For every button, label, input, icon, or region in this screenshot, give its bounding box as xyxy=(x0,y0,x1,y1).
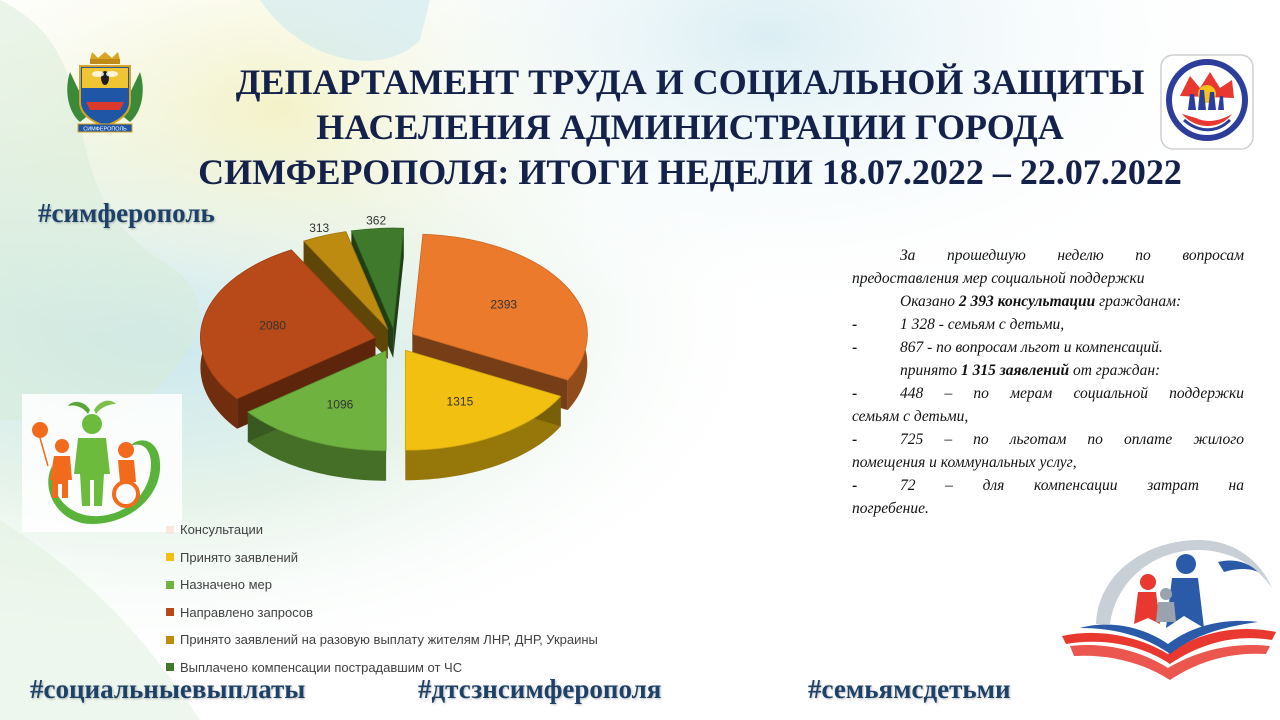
legend-item: Выплачено компенсации пострадавшим от ЧС xyxy=(166,654,598,682)
bullet-dash: - xyxy=(852,477,858,494)
legend-label: Назначено мер xyxy=(180,577,272,593)
pie-value-label: 2080 xyxy=(259,318,286,332)
pie-labels-layer: 2393 1315 1096 2080 313 362 xyxy=(259,213,517,411)
simferopol-coat-of-arms-logo: СИМФЕРОПОЛЬ xyxy=(67,52,143,133)
bullet-dash: - xyxy=(852,339,858,356)
consult-item-text: 867 - по вопросам льгот и компенсаций. xyxy=(900,339,1163,356)
legend-item: Назначено мер xyxy=(166,571,598,599)
pie-value-label: 2393 xyxy=(490,297,517,311)
coat-label: СИМФЕРОПОЛЬ xyxy=(83,127,127,133)
consult-prefix: Оказано xyxy=(900,293,959,310)
hashtag-simferopol[interactable]: #симферополь xyxy=(38,198,215,228)
summary-intro: За прошедшую неделю по вопросам предоста… xyxy=(852,247,1244,287)
legend-label: Консультации xyxy=(180,522,264,538)
legend-item: Принято заявлений на разовую выплату жит… xyxy=(166,626,598,654)
pie-slice xyxy=(302,231,389,330)
apps-prefix: принято xyxy=(900,362,961,379)
legend-item: Принято заявлений xyxy=(166,544,598,572)
apps-suffix: от граждан: xyxy=(1069,362,1161,379)
consult-item: - 867 - по вопросам льгот и компенсаций. xyxy=(852,336,1244,359)
family-support-logo xyxy=(22,394,182,532)
legend-label: Принято заявлений на разовую выплату жит… xyxy=(180,632,598,648)
hashtag-department[interactable]: #дтсзнсимферополя xyxy=(418,674,662,704)
pie-slice xyxy=(404,349,562,451)
pie-slice xyxy=(200,249,377,400)
app-item-text: 725 – по льготам по оплате жилого xyxy=(900,431,1244,448)
summary-text: За прошедшую неделю по вопросам предоста… xyxy=(852,244,1244,520)
pie-slice xyxy=(247,350,387,452)
app-item: - 448 – по мерам социальной поддержки семь… xyxy=(852,382,1244,428)
summary-applications: принято 1 315 заявлений от граждан: xyxy=(852,359,1244,382)
summary-consultations: Оказано 2 393 консультации гражданам: xyxy=(852,290,1244,313)
legend-item: Консультации xyxy=(166,516,598,544)
consult-item: - 1 328 - семьям с детьми, xyxy=(852,313,1244,336)
pie-slice xyxy=(411,233,588,381)
consult-count: 2 393 консультации xyxy=(958,293,1096,310)
legend-swatch xyxy=(166,635,174,644)
legend-swatch xyxy=(166,663,174,672)
pie-value-label: 313 xyxy=(309,221,329,235)
legend-swatch xyxy=(166,580,174,589)
legend-label: Принято заявлений xyxy=(180,549,299,565)
legend-label: Направлено запросов xyxy=(180,604,314,620)
bullet-dash: - xyxy=(852,316,858,333)
page-title: ДЕПАРТАМЕНТ ТРУДА И СОЦИАЛЬНОЙ ЗАЩИТЫ НА… xyxy=(150,60,1230,195)
app-item: - 725 – по льготам по оплате жилого помеще… xyxy=(852,428,1244,474)
app-item-text: 448 – по мерам социальной поддержки xyxy=(900,385,1244,402)
pie-chart: 2393 1315 1096 2080 313 362 xyxy=(200,213,588,481)
consult-item-text: 1 328 - семьям с детьми, xyxy=(900,316,1065,333)
pie-slices-layer xyxy=(200,227,588,452)
legend-swatch xyxy=(166,553,174,562)
family-book-logo xyxy=(1062,540,1276,680)
department-logo xyxy=(1160,54,1254,150)
pie-value-label: 1315 xyxy=(447,395,474,409)
bullet-dash: - xyxy=(852,385,858,402)
apps-count: 1 315 заявлений xyxy=(960,362,1070,379)
bullet-dash: - xyxy=(852,431,858,448)
legend-swatch xyxy=(166,608,174,617)
app-item-text-cont: семьям с детьми, xyxy=(852,408,969,425)
pie-value-label: 1096 xyxy=(327,398,354,412)
title-line-1: ДЕПАРТАМЕНТ ТРУДА И СОЦИАЛЬНОЙ ЗАЩИТЫ xyxy=(235,62,1145,102)
chart-legend: Консультации Принято заявлений Назначено… xyxy=(166,516,598,681)
app-item-text-cont: погребение. xyxy=(852,500,929,517)
pie-slice-side xyxy=(247,412,387,481)
consult-suffix: гражданам: xyxy=(1095,293,1182,310)
title-line-2: НАСЕЛЕНИЯ АДМИНИСТРАЦИИ ГОРОДА xyxy=(316,107,1064,147)
app-item: - 72 – для компенсации затрат на погребени… xyxy=(852,474,1244,520)
pie-value-label: 362 xyxy=(366,213,386,227)
hashtag-social-payments[interactable]: #социальныевыплаты xyxy=(30,674,306,704)
pie-slice xyxy=(350,227,405,330)
pie-slice-wall xyxy=(393,228,404,359)
title-line-3: СИМФЕРОПОЛЯ: ИТОГИ НЕДЕЛИ 18.07.2022 – 2… xyxy=(198,152,1182,192)
legend-label: Выплачено компенсации пострадавшим от ЧС xyxy=(180,659,463,675)
hashtag-families-with-children[interactable]: #семьямсдетьми xyxy=(808,674,1011,704)
app-item-text-cont: помещения и коммунальных услуг, xyxy=(852,454,1077,471)
legend-item: Направлено запросов xyxy=(166,599,598,627)
app-item-text: 72 – для компенсации затрат на xyxy=(900,477,1244,494)
pie-slice-side xyxy=(405,396,561,481)
legend-swatch xyxy=(166,525,174,534)
